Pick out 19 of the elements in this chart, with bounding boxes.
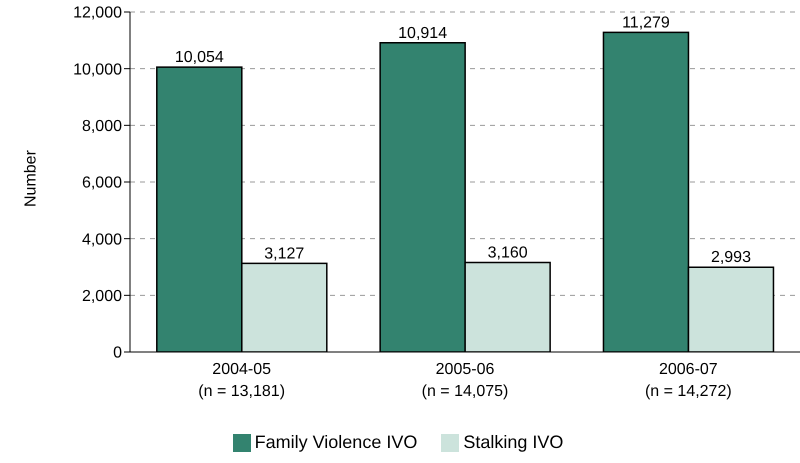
y-tick-label: 10,000	[73, 61, 122, 78]
y-tick-label: 8,000	[82, 118, 122, 136]
data-label: 11,279	[622, 14, 670, 32]
y-tick-label: 2,000	[82, 288, 122, 306]
data-label: 3,127	[264, 245, 304, 262]
y-axis-title: Number	[22, 149, 40, 207]
legend-label: Family Violence IVO	[254, 432, 418, 452]
legend-label: Stalking IVO	[463, 432, 564, 452]
x-tick-label: 2006-07 (n = 14,272)	[644, 361, 732, 400]
y-tick-label: 0	[113, 344, 122, 362]
y-tick-label: 6,000	[82, 174, 122, 192]
x-tick-label: 2004-05 (n = 13,181)	[198, 361, 286, 400]
x-tick-label: 2005-06 (n = 14,075)	[422, 361, 508, 400]
data-label: 2,993	[710, 249, 752, 266]
y-tick-label: 4,000	[82, 231, 122, 248]
data-label: 10,914	[398, 24, 448, 42]
y-tick-label: 12,000	[73, 4, 122, 22]
data-label: 3,160	[488, 244, 528, 262]
data-label: 10,054	[174, 49, 224, 66]
